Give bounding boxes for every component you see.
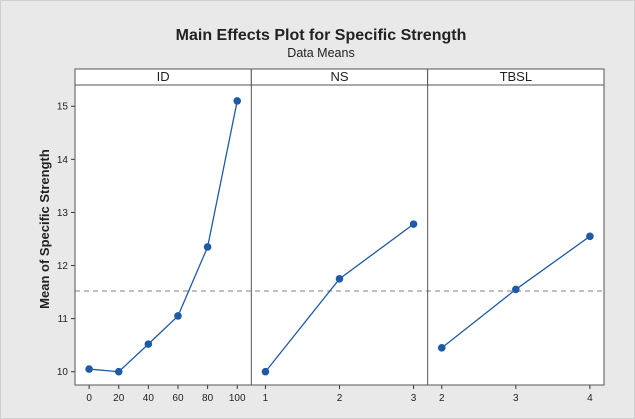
data-point <box>114 367 123 376</box>
x-tick-label: 60 <box>172 393 184 404</box>
x-tick-label: 20 <box>113 393 125 404</box>
x-tick-label: 40 <box>143 393 155 404</box>
y-tick-label: 15 <box>57 102 69 113</box>
x-tick-label: 2 <box>337 393 343 404</box>
data-point <box>85 365 93 373</box>
data-point <box>437 344 446 352</box>
data-point <box>409 220 418 228</box>
plot-background <box>75 85 604 385</box>
y-axis-title: Mean of Specific Strength <box>37 149 52 309</box>
data-point <box>203 243 212 251</box>
chart-subtitle: Data Means <box>287 46 354 60</box>
x-tick-label: 3 <box>411 393 417 404</box>
x-tick-label: 3 <box>513 393 519 404</box>
chart-title: Main Effects Plot for Specific Strength <box>176 27 467 44</box>
y-tick-label: 10 <box>57 367 69 378</box>
data-point <box>586 232 594 241</box>
y-tick-label: 14 <box>57 155 69 166</box>
data-point <box>144 340 153 348</box>
y-tick-label: 11 <box>58 314 69 325</box>
data-point <box>335 275 344 283</box>
plot-border <box>74 84 605 386</box>
data-point <box>261 367 270 376</box>
x-tick-label: 2 <box>439 393 445 404</box>
x-tick-label: 1 <box>263 393 269 404</box>
x-tick-label: 100 <box>229 393 246 404</box>
data-point <box>512 285 520 294</box>
y-tick-label: 12 <box>57 261 69 272</box>
x-tick-label: 80 <box>202 393 214 404</box>
panel-label-ns: NS <box>330 69 348 84</box>
data-point <box>233 97 242 105</box>
x-tick-label: 4 <box>587 393 593 404</box>
series-line-id <box>89 100 238 373</box>
panel-label-id: ID <box>157 69 170 84</box>
data-point <box>174 312 182 320</box>
y-tick-label: 13 <box>57 208 69 219</box>
x-tick-label: 0 <box>86 393 92 404</box>
panel-label-tbsl: TBSL <box>500 69 533 84</box>
